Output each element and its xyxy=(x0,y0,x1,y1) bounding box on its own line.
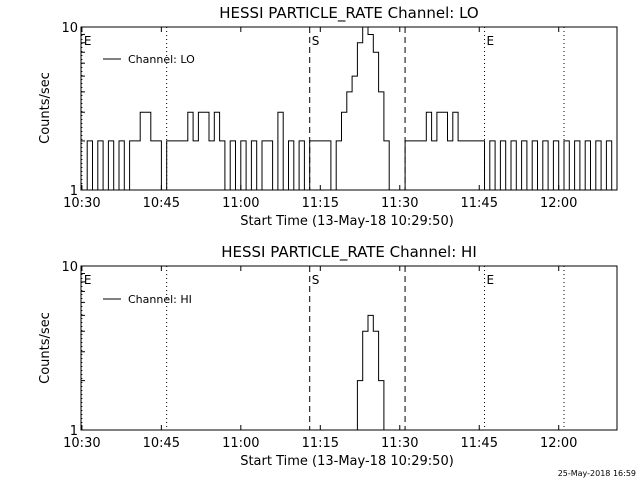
hi-x-tick-label: 10:30 xyxy=(63,436,100,451)
hi-legend-label: Channel: HI xyxy=(128,293,192,306)
hi-y-tick-label: 10 xyxy=(61,260,78,275)
hi-x-tick-label: 12:00 xyxy=(540,436,577,451)
hi-chart-title: HESSI PARTICLE_RATE Channel: HI xyxy=(221,243,477,262)
lo-marker-label: E xyxy=(487,34,495,48)
lo-x-tick-label: 10:45 xyxy=(143,196,180,211)
hi-x-tick-label: 10:45 xyxy=(143,436,180,451)
lo-marker-label: S xyxy=(312,34,320,48)
hi-x-axis-label: Start Time (13-May-18 10:29:50) xyxy=(240,454,454,469)
hi-y-tick-label: 1 xyxy=(70,424,78,439)
hi-x-tick-label: 11:15 xyxy=(302,436,339,451)
lo-plot-frame xyxy=(80,26,618,191)
lo-x-tick-label: 10:30 xyxy=(63,196,100,211)
lo-chart-title: HESSI PARTICLE_RATE Channel: LO xyxy=(219,4,478,23)
lo-x-tick-label: 11:00 xyxy=(222,196,259,211)
hi-plot-frame xyxy=(80,265,618,431)
lo-marker-label: E xyxy=(84,34,92,48)
lo-x-tick-label: 11:15 xyxy=(302,196,339,211)
hi-x-tick-label: 11:00 xyxy=(222,436,259,451)
footer-timestamp: 25-May-2018 16:59 xyxy=(558,469,636,478)
lo-series-line xyxy=(81,26,617,191)
hi-series-line xyxy=(352,314,390,431)
lo-dynamic-layer: 10:30 10:45 11:00 11:15 11:30 11:45 12:00 1 10 E S… xyxy=(61,21,617,211)
lo-y-tick-label: 1 xyxy=(70,184,78,199)
hi-marker-label: E xyxy=(84,273,92,287)
lo-x-tick-label: 11:45 xyxy=(461,196,498,211)
lo-panel: HESSI PARTICLE_RATE Channel: LO Counts/s… xyxy=(38,4,618,229)
hi-panel: HESSI PARTICLE_RATE Channel: HI Counts/s… xyxy=(38,243,618,469)
lo-x-axis-label: Start Time (13-May-18 10:29:50) xyxy=(240,214,454,229)
lo-x-tick-label: 11:30 xyxy=(381,196,418,211)
hi-dynamic-layer: 10:30 10:45 11:00 11:15 11:30 11:45 12:00 1 10 E S… xyxy=(61,260,577,451)
hi-y-axis-label: Counts/sec xyxy=(38,312,53,384)
lo-x-tick-label: 12:00 xyxy=(540,196,577,211)
hi-marker-label: S xyxy=(312,273,320,287)
hi-marker-label: E xyxy=(487,273,495,287)
hi-x-tick-label: 11:45 xyxy=(461,436,498,451)
lo-y-tick-label: 10 xyxy=(61,21,78,36)
lo-legend-label: Channel: LO xyxy=(128,53,195,66)
lo-y-axis-label: Counts/sec xyxy=(38,72,53,144)
hi-x-tick-label: 11:30 xyxy=(381,436,418,451)
